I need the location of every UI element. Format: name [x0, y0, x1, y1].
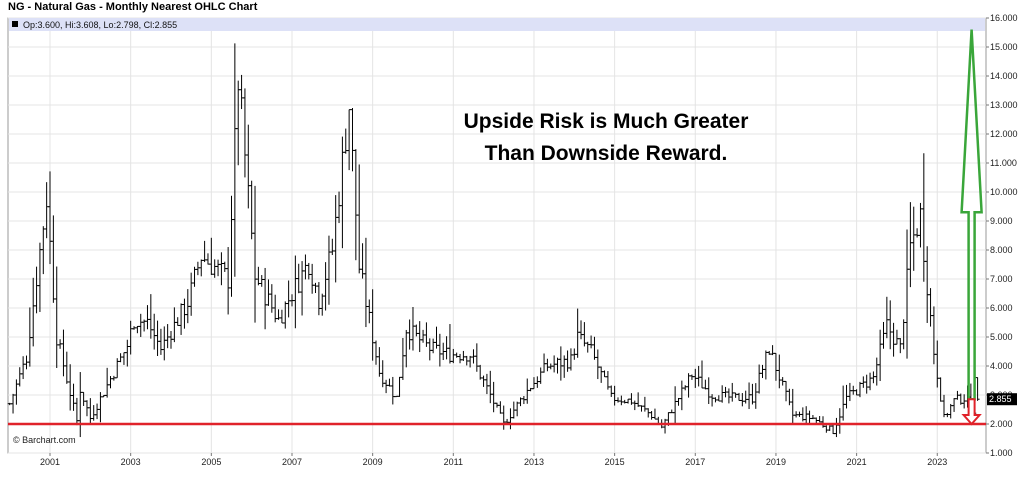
y-tick-label: 15.000 [990, 42, 1018, 52]
plot-background [7, 17, 987, 454]
y-tick-label: 5.000 [990, 332, 1013, 342]
x-tick-label: 2017 [685, 457, 705, 467]
annotation-line-1: Upside Risk is Much Greater [464, 110, 749, 133]
y-tick-label: 10.000 [990, 187, 1018, 197]
x-tick-label: 2013 [524, 457, 544, 467]
x-tick-label: 2015 [605, 457, 625, 467]
y-tick-label: 14.000 [990, 71, 1018, 81]
x-axis: 2001 2003 2005 2007 2009 2011 2013 2015 2017 2019… [40, 453, 947, 467]
last-price-tag: 2.855 [987, 393, 1017, 406]
y-tick-label: 11.000 [990, 158, 1017, 168]
ohlc-bars [7, 43, 980, 438]
ohlc-header-band [9, 18, 985, 31]
chart-title: NG - Natural Gas - Monthly Nearest OHLC … [8, 1, 258, 13]
x-tick-label: 2021 [847, 457, 867, 467]
downside-arrow [961, 398, 982, 426]
y-tick-label: 9.000 [990, 216, 1013, 226]
last-price-label: 2.855 [989, 394, 1012, 404]
y-tick-label: 12.000 [990, 129, 1018, 139]
ohlc-bar [975, 377, 980, 401]
x-tick-label: 2007 [282, 457, 302, 467]
x-tick-label: 2003 [121, 457, 141, 467]
y-tick-label: 16.000 [990, 13, 1018, 23]
barchart-watermark: © Barchart.com [13, 435, 76, 445]
y-tick-label: 1.000 [990, 448, 1013, 458]
x-tick-label: 2001 [40, 457, 60, 467]
y-tick-label: 7.000 [990, 274, 1013, 284]
x-tick-label: 2009 [363, 457, 383, 467]
y-tick-label: 4.000 [990, 361, 1013, 371]
y-tick-label: 8.000 [990, 245, 1013, 255]
x-tick-label: 2019 [766, 457, 786, 467]
y-axis: 1.0002.0003.0004.0005.0006.0007.0008.000… [986, 13, 1018, 458]
annotation-line-2: Than Downside Reward. [485, 142, 728, 165]
x-tick-label: 2005 [201, 457, 221, 467]
legend-square [12, 21, 18, 27]
y-tick-label: 13.000 [990, 100, 1018, 110]
ohlc-readout: Op:3.600, Hi:3.608, Lo:2.798, Cl:2.855 [23, 20, 177, 30]
upside-arrow [960, 29, 983, 401]
x-tick-label: 2011 [444, 457, 463, 467]
y-tick-label: 2.000 [990, 419, 1013, 429]
x-tick-label: 2023 [927, 457, 947, 467]
y-tick-label: 6.000 [990, 303, 1013, 313]
